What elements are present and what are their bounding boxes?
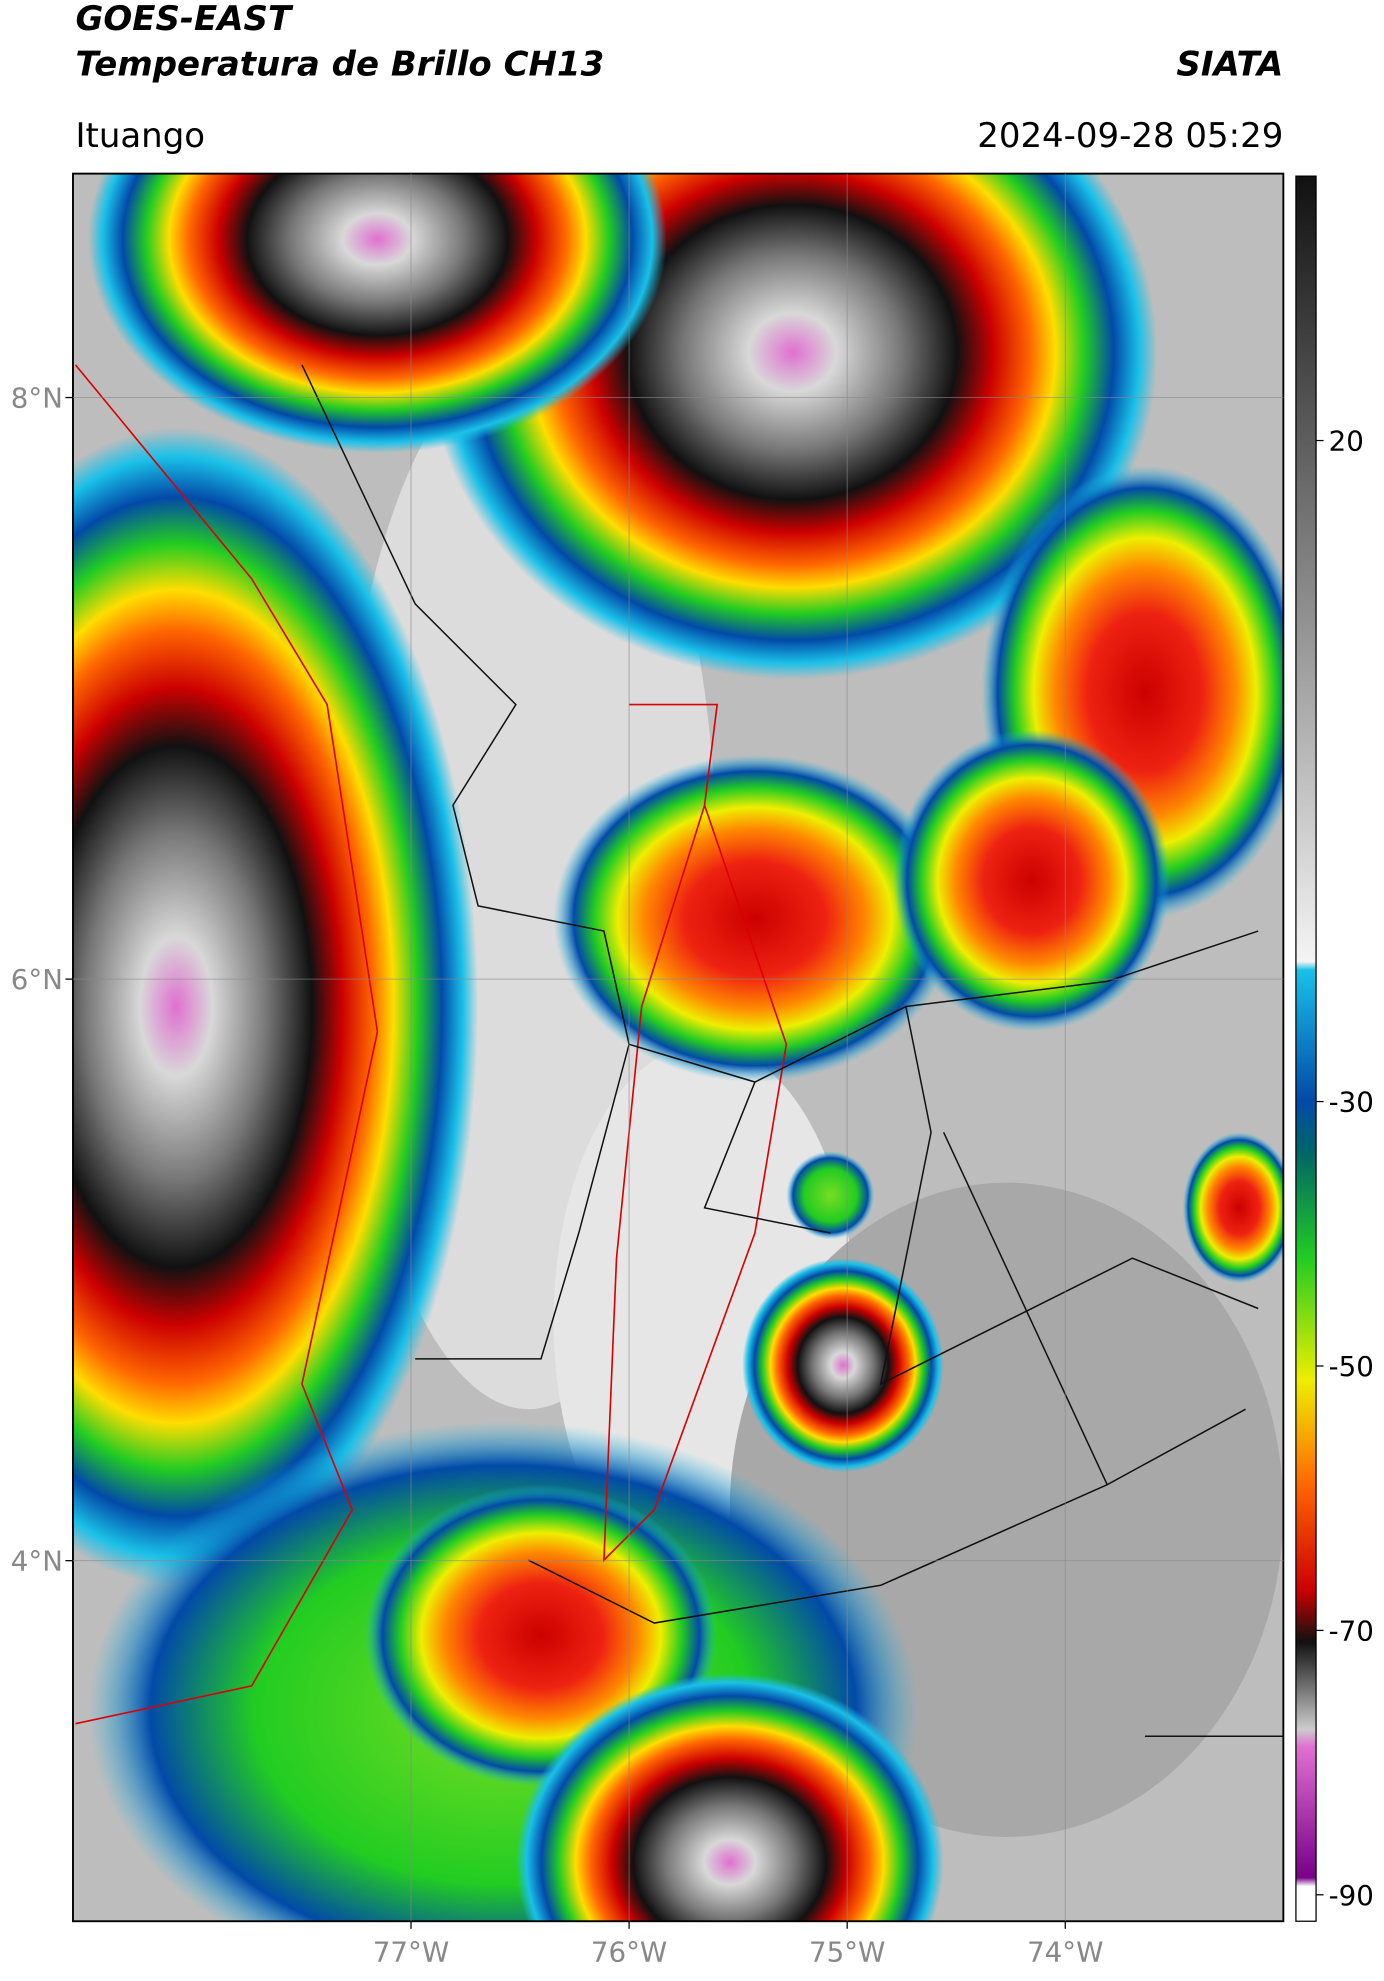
y-tick-label: 4°N xyxy=(11,1545,63,1578)
storm xyxy=(88,173,667,453)
colorbar-tick-label: -70 xyxy=(1329,1614,1374,1647)
imagery xyxy=(72,173,1284,1922)
datetime: 2024-09-28 05:29 xyxy=(977,116,1283,156)
map-frame xyxy=(72,172,1285,1923)
boundary xyxy=(301,364,1284,1738)
source: SIATA xyxy=(1176,44,1283,84)
colorbar-tick-label: -90 xyxy=(1329,1879,1374,1912)
title: GOES-EAST xyxy=(75,0,293,39)
colorbar-tick-label: 20 xyxy=(1329,425,1364,458)
x-tick-label: 74°W xyxy=(1027,1935,1103,1968)
y-tick-label: 8°N xyxy=(11,382,63,415)
y-tick-label: 6°N xyxy=(11,963,63,996)
storm xyxy=(786,1151,875,1240)
x-tick-label: 77°W xyxy=(373,1935,449,1968)
storm xyxy=(553,754,957,1083)
coastline xyxy=(74,364,379,1725)
location: Ituango xyxy=(75,116,205,156)
subtitle: Temperatura de Brillo CH13 xyxy=(75,44,604,84)
colorbar xyxy=(1295,175,1317,1922)
colorbar-tick-label: -50 xyxy=(1329,1350,1374,1383)
boundary xyxy=(603,703,788,1563)
storm xyxy=(1182,1132,1284,1284)
storm xyxy=(893,729,1171,1032)
storm xyxy=(742,1258,944,1473)
storm xyxy=(515,1673,944,1922)
colorbar-tick-label: -30 xyxy=(1329,1086,1374,1119)
storm xyxy=(72,427,479,1586)
x-tick-label: 75°W xyxy=(809,1935,885,1968)
x-tick-label: 76°W xyxy=(591,1935,667,1968)
